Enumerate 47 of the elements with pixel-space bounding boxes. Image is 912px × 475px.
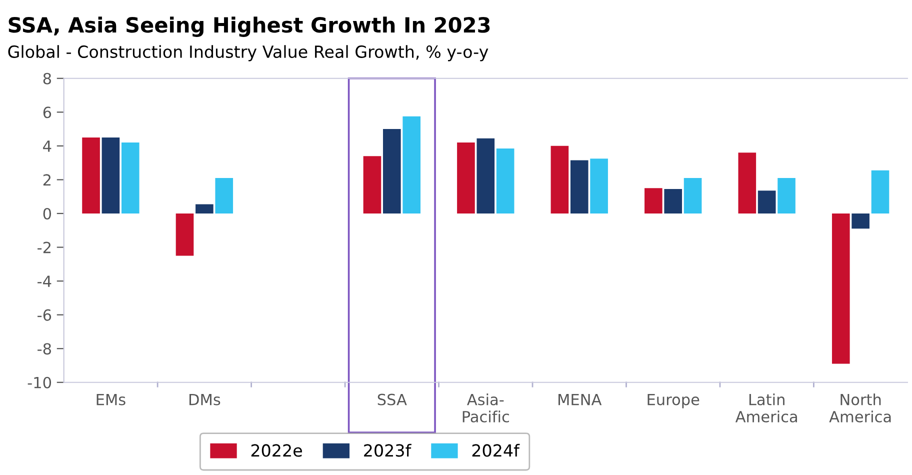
y-tick-label: 0 [43,208,52,220]
x-tick-label: Europe [648,394,700,408]
bar [550,146,569,214]
y-tick-label: 2 [43,174,51,186]
y-tick-label: 8 [43,72,51,84]
chart-title: SSA, Asia Seeing Highest Growth In 2023 [8,16,490,37]
bar [82,137,100,214]
x-tick-label: Asia- Pacific [462,393,509,422]
bar [496,148,514,214]
bar [402,116,420,214]
bar [102,137,120,214]
bar [684,178,702,214]
y-tick-label: -6 [38,309,52,321]
y-tick-label: 6 [43,106,52,118]
legend-label: 2023f [364,444,412,457]
x-tick-label: DMs [189,394,220,406]
x-tick-label: MENA [558,394,602,406]
bar [871,170,890,214]
bar [363,156,382,214]
bar [383,129,401,214]
bar [457,142,475,214]
bar [121,142,140,214]
legend-label: 2024f [472,444,520,457]
bar [215,178,234,214]
bar [832,213,850,364]
bar [644,188,662,214]
bar [664,188,682,214]
x-tick-label: Latin America [735,393,797,422]
x-tick-label: SSA [378,394,407,406]
bar [476,138,495,214]
bar [758,190,776,214]
x-tick-label: North America [829,393,891,422]
y-tick-label: -2 [38,242,51,254]
bar [852,213,870,229]
chart-subtitle: Global - Construction Industry Value Real Growth, % y-o-y [8,45,488,62]
y-tick-label: 4 [43,140,52,152]
legend-label: 2022e [251,444,302,457]
y-tick-label: -8 [38,343,51,355]
x-tick-label: EMs [96,394,126,406]
y-tick-label: -4 [38,276,52,287]
bar [778,178,796,214]
bar [738,152,756,214]
bar [196,204,214,214]
bar [590,158,608,214]
bar [176,213,194,256]
bar [570,160,588,214]
y-tick-label: -10 [28,376,52,388]
